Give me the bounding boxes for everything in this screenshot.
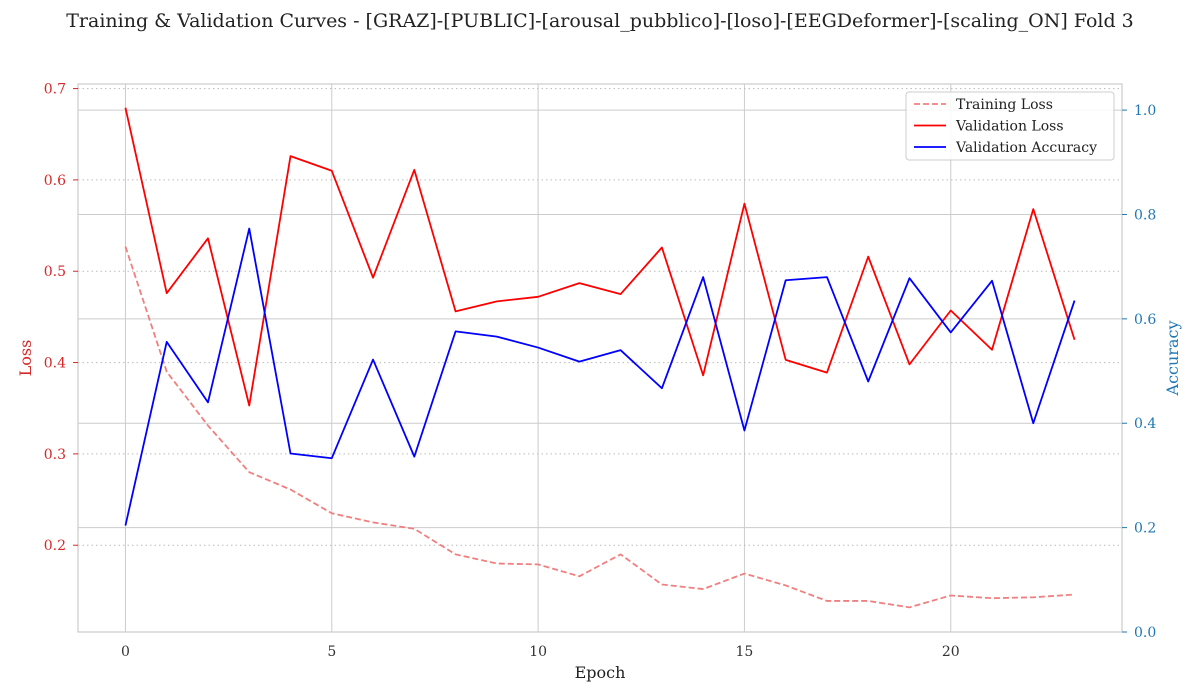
y-right-tick-label: 0.2 <box>1134 521 1156 537</box>
validation-accuracy-line <box>124 227 1076 526</box>
x-tick-label: 20 <box>942 644 960 660</box>
y-left-tick-label: 0.2 <box>44 538 66 554</box>
y-left-tick-label: 0.6 <box>44 173 66 189</box>
y-axis-right-label: Accuracy <box>1163 321 1182 397</box>
y-right-tick-label: 0.6 <box>1134 312 1156 328</box>
x-tick-label: 5 <box>327 644 336 660</box>
y-right-tick-label: 1.0 <box>1134 103 1156 119</box>
tick-layer: 0 5 10 15 20 0.2 0.3 0.4 0.5 0.6 0.7 0.0 0.2 0.4 0.6 0.… <box>44 82 1157 660</box>
grid-layer <box>78 84 1122 632</box>
legend: Training Loss Validation Loss Validation A… <box>905 91 1115 161</box>
legend-box <box>905 91 1115 161</box>
x-tick-label: 10 <box>529 644 547 660</box>
y-left-tick-label: 0.7 <box>44 82 66 98</box>
plot-frame <box>77 83 1123 633</box>
training-loss-line <box>124 246 1075 609</box>
y-axis-left-label: Loss <box>16 340 35 377</box>
y-right-tick-label: 0.0 <box>1134 625 1156 641</box>
chart-title: Training & Validation Curves - [GRAZ]-[P… <box>66 10 1134 32</box>
y-right-tick-label: 0.8 <box>1134 207 1156 223</box>
series-layer <box>124 107 1076 609</box>
y-left-tick-label: 0.5 <box>44 264 66 280</box>
validation-loss-line <box>124 107 1076 407</box>
y-right-tick-label: 0.4 <box>1134 416 1156 432</box>
legend-label-training-loss: Training Loss <box>956 97 1053 113</box>
y-left-tick-label: 0.3 <box>44 447 66 463</box>
x-axis-label: Epoch <box>575 663 626 682</box>
legend-label-validation-loss: Validation Loss <box>955 119 1064 135</box>
x-tick-label: 15 <box>736 644 754 660</box>
legend-label-validation-accuracy: Validation Accuracy <box>955 140 1097 156</box>
x-tick-label: 0 <box>121 644 130 660</box>
y-left-tick-label: 0.4 <box>44 356 66 372</box>
